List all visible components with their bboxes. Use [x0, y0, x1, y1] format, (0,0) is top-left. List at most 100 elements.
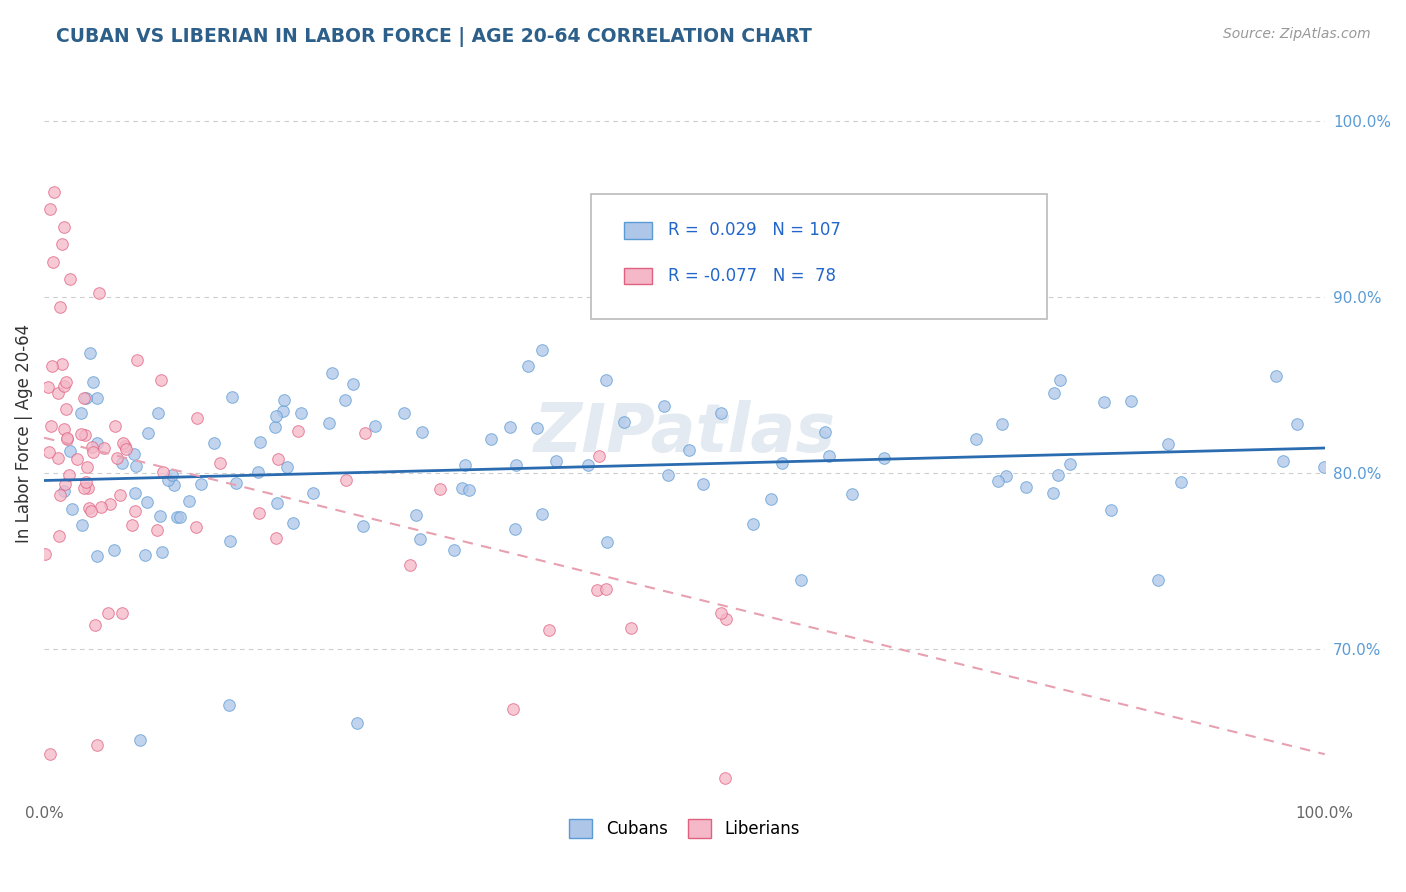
Point: [42, 185, 65, 199]
Point: [1059, 457, 1081, 471]
Point: [104, 419, 127, 434]
Point: [1047, 467, 1070, 482]
Point: [1043, 386, 1066, 401]
Point: [1119, 393, 1142, 408]
Point: [301, 486, 323, 500]
Point: [86, 391, 108, 405]
Point: [742, 517, 765, 532]
Point: [1014, 480, 1036, 494]
Point: [586, 582, 609, 597]
FancyBboxPatch shape: [591, 194, 1047, 318]
Point: [290, 406, 312, 420]
Point: [710, 406, 733, 420]
Text: R =  0.029   N = 107: R = 0.029 N = 107: [668, 221, 841, 239]
Point: [38, 202, 60, 216]
Point: [1170, 475, 1192, 489]
Point: [595, 535, 617, 549]
Point: [70, 517, 93, 532]
Point: [352, 519, 374, 533]
Point: [110, 606, 132, 620]
Point: [283, 516, 305, 530]
Point: [34, 547, 56, 561]
Point: [814, 425, 837, 439]
Point: [134, 548, 156, 562]
Point: [77, 501, 100, 516]
Point: [186, 411, 208, 425]
Point: [443, 543, 465, 558]
Point: [73, 482, 96, 496]
Point: [588, 449, 610, 463]
Point: [37, 379, 59, 393]
Y-axis label: In Labor Force | Age 20-64: In Labor Force | Age 20-64: [15, 324, 32, 543]
Point: [60, 501, 83, 516]
Point: [184, 520, 207, 534]
Point: [1092, 395, 1115, 409]
Point: [678, 443, 700, 458]
Point: [59, 443, 82, 458]
Point: [124, 486, 146, 500]
Point: [346, 715, 368, 730]
Point: [652, 399, 675, 413]
Point: [86, 739, 108, 753]
Point: [69, 405, 91, 419]
Point: [247, 506, 270, 520]
Point: [526, 421, 548, 435]
Point: [841, 487, 863, 501]
Point: [1272, 454, 1295, 468]
Point: [321, 366, 343, 380]
Point: [76, 481, 98, 495]
Point: [208, 457, 231, 471]
Point: [502, 702, 524, 716]
Point: [160, 468, 183, 483]
Point: [135, 495, 157, 509]
Point: [150, 545, 173, 559]
Point: [82, 445, 104, 459]
Point: [761, 491, 783, 506]
Point: [115, 442, 138, 456]
Point: [263, 420, 285, 434]
Point: [818, 450, 841, 464]
Point: [202, 435, 225, 450]
Point: [39, 418, 62, 433]
Point: [1146, 573, 1168, 587]
Point: [225, 476, 247, 491]
Point: [218, 698, 240, 712]
Point: [108, 488, 131, 502]
Point: [335, 473, 357, 487]
Point: [454, 458, 477, 473]
Point: [53, 219, 76, 234]
Point: [770, 457, 793, 471]
Point: [451, 481, 474, 495]
Point: [146, 406, 169, 420]
Point: [990, 417, 1012, 431]
Point: [273, 392, 295, 407]
Point: [247, 465, 270, 479]
Point: [128, 733, 150, 747]
Point: [98, 497, 121, 511]
Point: [612, 416, 634, 430]
Point: [87, 286, 110, 301]
Point: [179, 493, 201, 508]
Point: [481, 432, 503, 446]
Point: [409, 532, 432, 546]
Point: [150, 373, 173, 387]
Point: [966, 433, 988, 447]
Point: [38, 445, 60, 459]
Point: [458, 483, 481, 497]
Point: [1286, 417, 1309, 431]
Point: [411, 425, 433, 440]
Point: [538, 623, 561, 637]
Point: [713, 771, 735, 785]
Point: [51, 357, 73, 371]
Point: [86, 436, 108, 450]
Point: [1265, 368, 1288, 383]
Point: [190, 477, 212, 491]
Point: [994, 468, 1017, 483]
Point: [124, 447, 146, 461]
Point: [80, 504, 103, 518]
Point: [42, 255, 65, 269]
Point: [1099, 503, 1122, 517]
Point: [576, 458, 599, 472]
Point: [124, 504, 146, 518]
Point: [76, 475, 98, 490]
